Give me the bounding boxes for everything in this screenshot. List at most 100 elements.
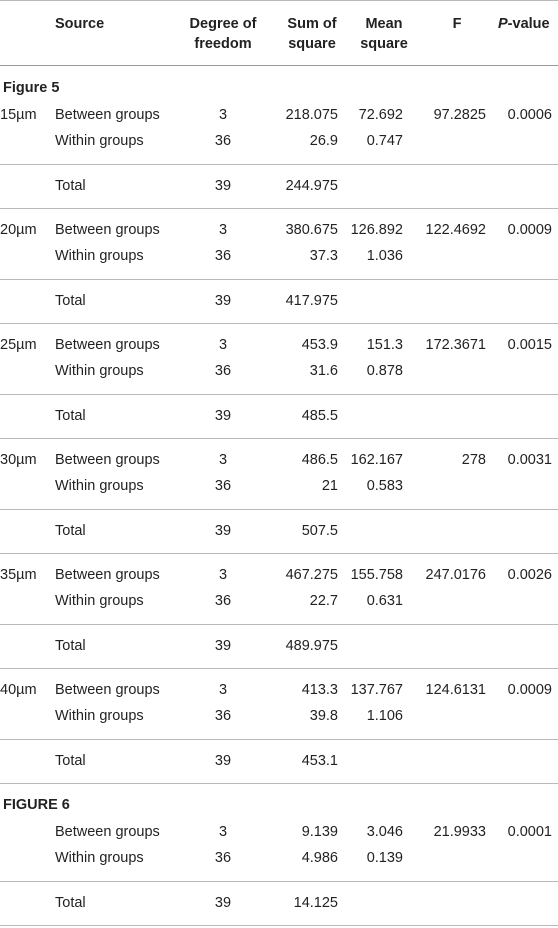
within-source: Within groups — [55, 850, 144, 866]
between-f: 124.6131 — [425, 682, 486, 698]
within-df: 36 — [214, 708, 232, 724]
within-df: 36 — [214, 850, 232, 866]
header-p-value: P-value — [498, 16, 550, 33]
total-ss: 417.975 — [285, 293, 338, 309]
between-p: 0.0001 — [507, 824, 552, 840]
within-ms: 1.036 — [366, 248, 403, 264]
header-ss-line2: square — [288, 36, 336, 52]
header-ss-line1: Sum of — [287, 16, 337, 32]
within-source: Within groups — [55, 478, 144, 494]
within-ms: 0.631 — [366, 593, 403, 609]
within-ms: 0.878 — [366, 363, 403, 379]
group-divider — [0, 164, 558, 165]
between-ss: 453.9 — [301, 337, 338, 353]
between-p: 0.0031 — [507, 452, 552, 468]
within-df: 36 — [214, 363, 232, 379]
between-source: Between groups — [55, 337, 160, 353]
within-source: Within groups — [55, 248, 144, 264]
between-p: 0.0009 — [507, 682, 552, 698]
between-source: Between groups — [55, 682, 160, 698]
total-df: 39 — [214, 638, 232, 654]
between-f: 21.9933 — [433, 824, 486, 840]
group-size-label: 15µm — [0, 107, 37, 123]
total-ss: 244.975 — [285, 178, 338, 194]
between-ss: 413.3 — [301, 682, 338, 698]
between-p: 0.0026 — [507, 567, 552, 583]
group-divider — [0, 624, 558, 625]
within-ms: 0.139 — [366, 850, 403, 866]
header-ms-line2: square — [360, 36, 408, 52]
between-p: 0.0006 — [507, 107, 552, 123]
total-source: Total — [55, 895, 86, 911]
group-bottom-border — [0, 668, 558, 669]
group-size-label: 20µm — [0, 222, 37, 238]
header-p-italic: P — [498, 16, 508, 32]
between-ss: 486.5 — [301, 452, 338, 468]
total-source: Total — [55, 753, 86, 769]
section-title: FIGURE 6 — [3, 797, 70, 813]
between-ss: 467.275 — [285, 567, 338, 583]
group-bottom-border — [0, 553, 558, 554]
between-ms: 72.692 — [358, 107, 403, 123]
group-divider — [0, 739, 558, 740]
group-size-label: 30µm — [0, 452, 37, 468]
total-df: 39 — [214, 523, 232, 539]
within-ss: 22.7 — [309, 593, 338, 609]
between-f: 122.4692 — [425, 222, 486, 238]
total-source: Total — [55, 408, 86, 424]
total-df: 39 — [214, 293, 232, 309]
between-ms: 137.767 — [350, 682, 403, 698]
between-ms: 3.046 — [366, 824, 403, 840]
total-df: 39 — [214, 408, 232, 424]
group-size-label: 40µm — [0, 682, 37, 698]
top-border — [0, 0, 558, 1]
header-f: F — [452, 16, 462, 32]
total-source: Total — [55, 523, 86, 539]
between-f: 278 — [461, 452, 486, 468]
within-df: 36 — [214, 478, 232, 494]
between-df: 3 — [218, 337, 228, 353]
between-df: 3 — [218, 452, 228, 468]
header-border — [0, 65, 558, 66]
total-ss: 507.5 — [301, 523, 338, 539]
header-source: Source — [55, 16, 105, 32]
group-bottom-border — [0, 925, 558, 926]
within-source: Within groups — [55, 593, 144, 609]
within-ss: 37.3 — [309, 248, 338, 264]
within-ss: 26.9 — [309, 133, 338, 149]
total-source: Total — [55, 178, 86, 194]
within-ss: 4.986 — [301, 850, 338, 866]
total-ss: 485.5 — [301, 408, 338, 424]
within-source: Within groups — [55, 363, 144, 379]
between-ss: 380.675 — [285, 222, 338, 238]
group-divider — [0, 509, 558, 510]
between-df: 3 — [218, 824, 228, 840]
total-df: 39 — [214, 753, 232, 769]
between-f: 97.2825 — [433, 107, 486, 123]
total-source: Total — [55, 638, 86, 654]
header-df-line1: Degree of — [189, 16, 257, 32]
total-df: 39 — [214, 895, 232, 911]
between-source: Between groups — [55, 452, 160, 468]
group-divider — [0, 394, 558, 395]
within-source: Within groups — [55, 133, 144, 149]
within-ms: 0.747 — [366, 133, 403, 149]
group-size-label: 35µm — [0, 567, 37, 583]
total-ss: 14.125 — [293, 895, 338, 911]
header-df-line2: freedom — [194, 36, 252, 52]
between-p: 0.0009 — [507, 222, 552, 238]
group-size-label: 25µm — [0, 337, 37, 353]
group-divider — [0, 279, 558, 280]
within-df: 36 — [214, 133, 232, 149]
group-divider — [0, 881, 558, 882]
between-source: Between groups — [55, 222, 160, 238]
between-ms: 151.3 — [366, 337, 403, 353]
between-df: 3 — [218, 107, 228, 123]
group-bottom-border — [0, 323, 558, 324]
within-ms: 0.583 — [366, 478, 403, 494]
between-p: 0.0015 — [507, 337, 552, 353]
between-f: 172.3671 — [425, 337, 486, 353]
total-ss: 453.1 — [301, 753, 338, 769]
within-ms: 1.106 — [366, 708, 403, 724]
